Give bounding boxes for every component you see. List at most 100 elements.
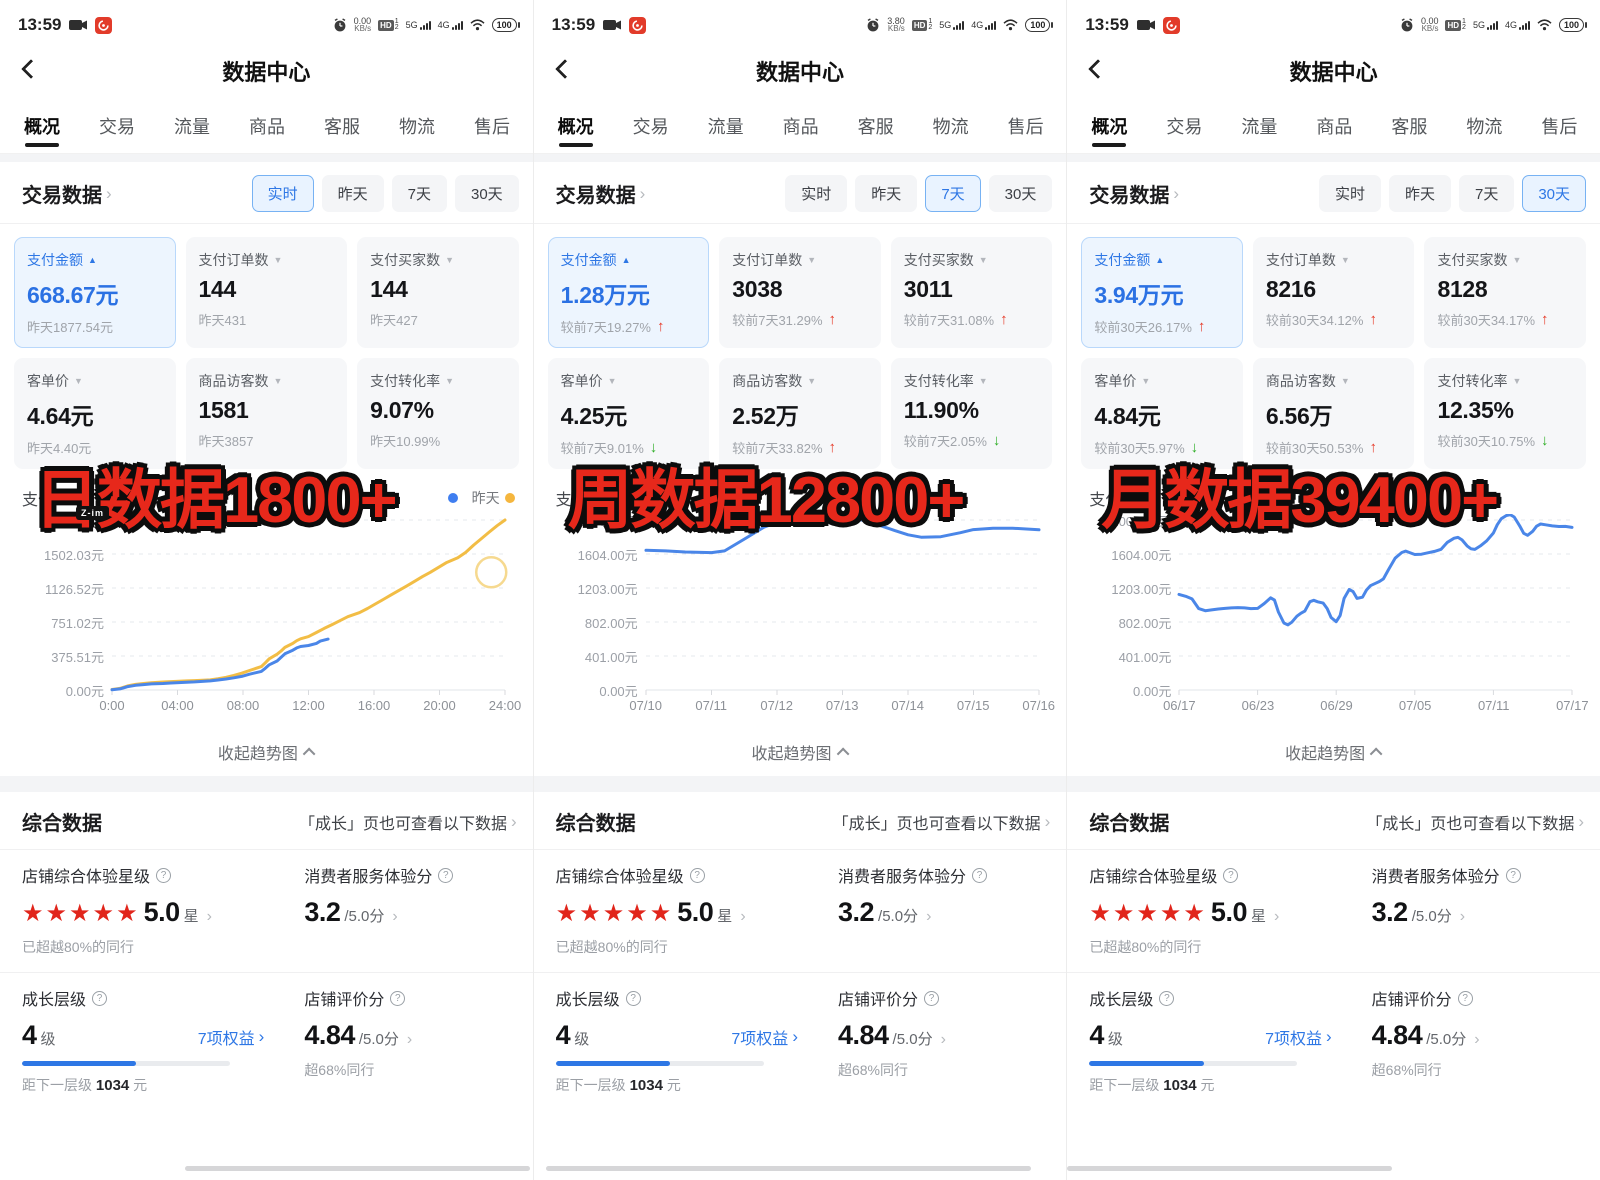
- metric-card-avg-order[interactable]: 客单价 4.25元 较前7天9.01%↓: [547, 358, 710, 469]
- star-rating: ★★★★★: [1089, 900, 1207, 927]
- back-button[interactable]: [1088, 59, 1109, 79]
- status-bar: 13:59 3.80 KB/s: [534, 0, 1067, 44]
- metric-card-avg-order[interactable]: 客单价 4.84元 较前30天5.97%↓: [1081, 358, 1243, 469]
- tab-overview[interactable]: 概况: [558, 99, 594, 153]
- chevron-right-icon[interactable]: [1460, 908, 1465, 926]
- chevron-right-icon[interactable]: [740, 908, 745, 926]
- metric-card-pay-buyers[interactable]: 支付买家数 144 昨天427: [357, 237, 519, 348]
- metric-card-pay-orders[interactable]: 支付订单数 3038 较前7天31.29%↑: [719, 237, 881, 348]
- tab-overview[interactable]: 概况: [1091, 99, 1127, 153]
- x-axis-label: 07/13: [825, 698, 859, 713]
- metric-card-pay-buyers[interactable]: 支付买家数 3011 较前7天31.08%↑: [890, 237, 1053, 348]
- tab-service[interactable]: 客服: [1391, 116, 1428, 137]
- tab-aftersales[interactable]: 售后: [1007, 116, 1044, 137]
- help-icon[interactable]: [156, 867, 172, 883]
- tab-overview[interactable]: 概况: [24, 99, 60, 153]
- metric-card-pay-buyers[interactable]: 支付买家数 8128 较前30天34.17%↑: [1424, 237, 1587, 348]
- growth-page-link[interactable]: 「成长」页也可查看以下数据: [1366, 810, 1584, 834]
- help-icon[interactable]: [625, 990, 641, 1006]
- tab-traffic[interactable]: 流量: [174, 116, 210, 137]
- phone-screen: 13:59 3.80 KB/s: [532, 0, 1067, 1180]
- filter-7days[interactable]: 7天: [391, 175, 447, 212]
- help-icon[interactable]: [972, 867, 987, 883]
- x-axis-label: 07/05: [1398, 698, 1432, 713]
- filter-30days[interactable]: 30天: [1522, 175, 1587, 212]
- back-button[interactable]: [21, 59, 41, 79]
- tab-traffic[interactable]: 流量: [707, 116, 744, 137]
- filter-30days[interactable]: 30天: [988, 175, 1053, 212]
- caret-down-icon: [979, 376, 988, 386]
- chevron-right-icon[interactable]: [106, 184, 112, 204]
- tab-products[interactable]: 商品: [1316, 116, 1353, 137]
- tab-logistics[interactable]: 物流: [399, 116, 435, 137]
- collapse-trend-button[interactable]: 收起趋势图: [534, 728, 1067, 776]
- help-icon[interactable]: [92, 990, 108, 1006]
- legend-dot-yesterday: [504, 493, 515, 503]
- filter-realtime[interactable]: 实时: [1318, 175, 1381, 212]
- collapse-trend-button[interactable]: 收起趋势图: [0, 728, 533, 776]
- help-icon[interactable]: [390, 990, 406, 1006]
- tab-trade[interactable]: 交易: [632, 116, 669, 137]
- metric-card-visitors[interactable]: 商品访客数 6.56万 较前30天50.53%↑: [1252, 358, 1415, 469]
- back-button[interactable]: [554, 59, 575, 79]
- metric-card-conversion[interactable]: 支付转化率 9.07% 昨天10.99%: [357, 358, 519, 469]
- metric-card-pay-amount[interactable]: 支付金额 1.28万元 较前7天19.27%↑: [547, 237, 710, 348]
- filter-yesterday[interactable]: 昨天: [321, 175, 384, 212]
- tab-traffic[interactable]: 流量: [1241, 116, 1278, 137]
- summary-section-title: 综合数据: [1089, 813, 1170, 835]
- chevron-right-icon: [1045, 812, 1051, 832]
- filter-realtime[interactable]: 实时: [785, 175, 848, 212]
- metric-card-visitors[interactable]: 商品访客数 1581 昨天3857: [185, 358, 348, 469]
- filter-7days[interactable]: 7天: [925, 175, 981, 212]
- filter-yesterday[interactable]: 昨天: [1388, 175, 1451, 212]
- chevron-right-icon[interactable]: [1274, 908, 1279, 926]
- tab-logistics[interactable]: 物流: [932, 116, 969, 137]
- benefits-link[interactable]: 7项权益: [1265, 1025, 1340, 1049]
- growth-page-link[interactable]: 「成长」页也可查看以下数据: [833, 810, 1051, 834]
- tab-products[interactable]: 商品: [782, 116, 819, 137]
- chevron-right-icon[interactable]: [1173, 184, 1179, 204]
- tab-service[interactable]: 客服: [857, 116, 894, 137]
- tab-aftersales[interactable]: 售后: [474, 116, 510, 137]
- chevron-right-icon[interactable]: [1474, 1031, 1479, 1049]
- filter-30days[interactable]: 30天: [454, 175, 519, 212]
- filter-realtime[interactable]: 实时: [251, 175, 314, 212]
- help-icon[interactable]: [924, 990, 939, 1006]
- filter-7days[interactable]: 7天: [1458, 175, 1515, 212]
- chevron-right-icon[interactable]: [407, 1031, 412, 1049]
- collapse-trend-button[interactable]: 收起趋势图: [1067, 728, 1600, 776]
- tab-service[interactable]: 客服: [324, 116, 360, 137]
- tab-aftersales[interactable]: 售后: [1541, 116, 1578, 137]
- x-axis-label: 24:00: [488, 698, 522, 713]
- help-icon[interactable]: [689, 867, 705, 883]
- help-icon[interactable]: [438, 867, 454, 883]
- tab-trade[interactable]: 交易: [1166, 116, 1203, 137]
- growth-page-link[interactable]: 「成长」页也可查看以下数据: [299, 810, 517, 834]
- filter-yesterday[interactable]: 昨天: [855, 175, 918, 212]
- benefits-link[interactable]: 7项权益: [198, 1025, 273, 1049]
- tab-logistics[interactable]: 物流: [1466, 116, 1503, 137]
- trend-arrow-icon: ↑: [828, 439, 837, 456]
- metric-card-conversion[interactable]: 支付转化率 12.35% 较前30天10.75%↓: [1424, 358, 1587, 469]
- help-icon[interactable]: [1159, 990, 1175, 1006]
- metric-card-pay-orders[interactable]: 支付订单数 144 昨天431: [185, 237, 348, 348]
- tab-products[interactable]: 商品: [249, 116, 285, 137]
- metric-card-visitors[interactable]: 商品访客数 2.52万 较前7天33.82%↑: [719, 358, 881, 469]
- metric-card-pay-amount[interactable]: 支付金额 3.94万元 较前30天26.17%↑: [1081, 237, 1243, 348]
- chevron-right-icon[interactable]: [941, 1031, 946, 1049]
- tab-trade[interactable]: 交易: [99, 116, 135, 137]
- benefits-link[interactable]: 7项权益: [731, 1025, 806, 1049]
- metric-card-pay-amount[interactable]: 支付金额 668.67元 昨天1877.54元: [14, 237, 176, 348]
- chevron-right-icon[interactable]: [207, 908, 212, 926]
- metric-card-conversion[interactable]: 支付转化率 11.90% 较前7天2.05%↓: [890, 358, 1053, 469]
- chevron-right-icon[interactable]: [640, 184, 646, 204]
- help-icon[interactable]: [1505, 867, 1521, 883]
- metric-card-pay-orders[interactable]: 支付订单数 8216 较前30天34.12%↑: [1252, 237, 1415, 348]
- chevron-right-icon[interactable]: [392, 908, 397, 926]
- help-icon[interactable]: [1457, 990, 1473, 1006]
- screen-record-icon: [603, 20, 622, 30]
- summary-section: 综合数据 「成长」页也可查看以下数据 店铺综合体验星级 ★★★★★ 5.0 星 …: [1067, 792, 1600, 1180]
- chevron-right-icon[interactable]: [926, 908, 931, 926]
- help-icon[interactable]: [1223, 867, 1239, 883]
- metric-card-avg-order[interactable]: 客单价 4.64元 昨天4.40元: [14, 358, 176, 469]
